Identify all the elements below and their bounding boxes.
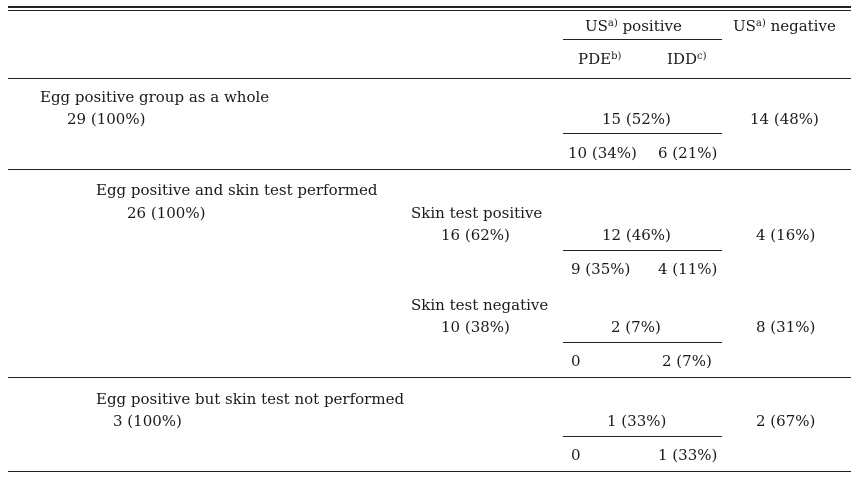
top-rule-2 (8, 10, 851, 11)
section1-rule (8, 169, 851, 170)
row-skinpos-us-neg: 4 (16%) (756, 226, 816, 244)
row-noskin-us-neg: 2 (67%) (756, 412, 816, 430)
header-idd: IDDc) (667, 50, 707, 68)
row-skin-label: Egg positive and skin test performed (96, 181, 378, 199)
row-noskin-pde: 0 (571, 446, 581, 464)
row-skinneg-subrule (563, 342, 722, 343)
row-noskin-label: Egg positive but skin test not performed (96, 390, 405, 408)
row-skinneg-idd: 2 (7%) (662, 352, 712, 370)
header-pde: PDEb) (578, 50, 622, 68)
row-skin-n: 26 (100%) (127, 204, 206, 222)
row-skinpos-pde: 9 (35%) (571, 260, 631, 278)
row-skinpos-n: 16 (62%) (441, 226, 510, 244)
header-us-positive: USa) positive (585, 17, 682, 35)
row-whole-subrule (563, 133, 722, 134)
bottom-rule (8, 471, 851, 472)
row-skinneg-label: Skin test negative (411, 296, 549, 314)
row-whole-idd: 6 (21%) (658, 144, 718, 162)
row-skinpos-label: Skin test positive (411, 204, 543, 222)
row-whole-us-neg: 14 (48%) (750, 110, 819, 128)
row-whole-n: 29 (100%) (67, 110, 146, 128)
row-noskin-idd: 1 (33%) (658, 446, 718, 464)
top-rule-1 (8, 6, 851, 8)
row-noskin-us-pos: 1 (33%) (607, 412, 667, 430)
row-skinneg-us-pos: 2 (7%) (611, 318, 661, 336)
row-skinneg-n: 10 (38%) (441, 318, 510, 336)
row-skinneg-us-neg: 8 (31%) (756, 318, 816, 336)
row-noskin-subrule (563, 436, 722, 437)
row-whole-us-pos: 15 (52%) (602, 110, 671, 128)
row-skinneg-pde: 0 (571, 352, 581, 370)
row-skinpos-idd: 4 (11%) (658, 260, 718, 278)
row-noskin-n: 3 (100%) (113, 412, 182, 430)
section2-rule (8, 377, 851, 378)
row-whole-pde: 10 (34%) (568, 144, 637, 162)
header-subrule (563, 39, 722, 40)
header-bottom-rule (8, 78, 851, 79)
row-skinpos-us-pos: 12 (46%) (602, 226, 671, 244)
row-whole-label: Egg positive group as a whole (40, 88, 270, 106)
row-skinpos-subrule (563, 250, 722, 251)
header-us-negative: USa) negative (733, 17, 836, 35)
